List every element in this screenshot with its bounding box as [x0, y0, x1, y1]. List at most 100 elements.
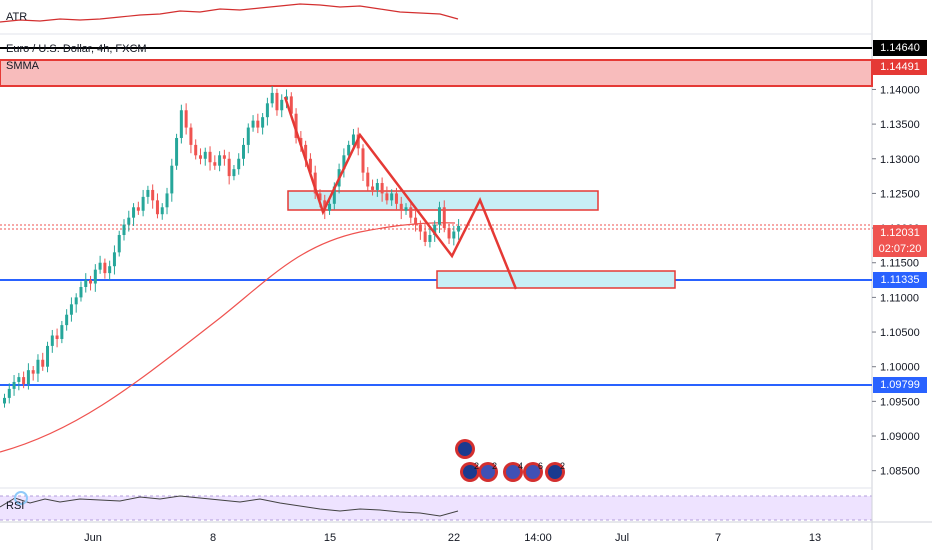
y-tick-label: 1.12500	[880, 188, 920, 200]
candle-body	[399, 203, 403, 211]
calendar-events[interactable]: 2 2 4 6 2	[455, 439, 565, 482]
candle-body	[41, 359, 45, 367]
countdown-tag: 02:07:20	[873, 241, 927, 257]
smma-label[interactable]: SMMA	[6, 60, 39, 72]
candle-body	[394, 193, 398, 204]
x-tick-label: 15	[324, 532, 336, 544]
candle-body	[232, 169, 236, 177]
rsi-label[interactable]: RSI	[6, 500, 25, 512]
candle-body	[165, 193, 169, 208]
event-us-4-icon[interactable]: 4	[503, 461, 523, 482]
smma-line	[0, 222, 456, 453]
candle-body	[141, 196, 145, 211]
candle-body	[437, 207, 441, 225]
x-tick-label: 13	[809, 532, 821, 544]
candle-body	[17, 377, 21, 382]
candle-body	[103, 262, 107, 274]
candle-body	[160, 207, 164, 215]
candle-body	[442, 207, 446, 229]
candle-body	[108, 266, 112, 274]
candle-body	[414, 217, 418, 225]
rsi-line	[0, 495, 459, 517]
x-tick-label: 14:00	[524, 532, 552, 544]
candle-body	[409, 207, 413, 218]
candle-body	[179, 110, 183, 138]
y-tick-label: 1.13500	[880, 119, 920, 131]
red-level-tag: 1.14491	[873, 59, 927, 75]
candle-body	[261, 117, 265, 128]
candle-body	[452, 231, 456, 239]
candle-body	[433, 224, 437, 236]
candle-body	[127, 217, 131, 225]
candles-group	[3, 85, 461, 408]
candle-body	[69, 304, 73, 315]
demand-zone[interactable]	[436, 270, 676, 289]
atr-label[interactable]: ATR	[6, 11, 28, 23]
candle-body	[457, 225, 461, 232]
y-tick-label: 1.14000	[880, 84, 920, 96]
y-tick-label: 1.13000	[880, 154, 920, 166]
x-tick-label: 7	[715, 532, 721, 544]
candle-body	[213, 162, 217, 166]
y-tick-label: 1.10500	[880, 327, 920, 339]
y-tick-label: 1.09500	[880, 396, 920, 408]
x-axis: Jun 8 15 22 14:00 Jul 7 13	[84, 532, 821, 544]
candle-body	[151, 189, 155, 201]
candle-body	[175, 137, 179, 166]
candle-body	[289, 96, 293, 114]
candle-body	[184, 110, 188, 128]
candle-body	[98, 262, 102, 270]
candle-body	[50, 335, 54, 346]
candle-body	[256, 120, 260, 128]
candle-body	[146, 189, 150, 197]
event-count-1: 2	[474, 461, 479, 471]
last-price-tag: 1.12031	[873, 225, 927, 241]
candle-body	[294, 113, 298, 138]
candle-body	[361, 148, 365, 173]
event-count-2: 2	[492, 461, 497, 471]
resistance-zone	[0, 59, 873, 87]
candle-body	[385, 193, 389, 201]
candle-body	[251, 120, 255, 128]
candle-body	[390, 193, 394, 201]
candle-body	[22, 377, 26, 385]
candle-body	[198, 155, 202, 159]
candle-body	[371, 186, 375, 190]
event-eu-icon[interactable]	[455, 439, 475, 459]
event-count-4: 6	[538, 461, 543, 471]
event-eu-3-icon[interactable]: 2	[545, 461, 565, 482]
blue-level-2-tag: 1.09799	[873, 377, 927, 393]
event-count-5: 2	[560, 461, 565, 471]
candle-body	[79, 286, 83, 298]
symbol-label[interactable]: Euro / U.S. Dollar, 4h, FXCM	[6, 43, 147, 55]
candle-body	[74, 297, 78, 305]
candle-body	[222, 155, 226, 159]
candle-body	[404, 207, 408, 211]
event-eu-2-icon[interactable]: 2	[460, 461, 480, 482]
event-us-2-icon[interactable]: 2	[478, 461, 498, 482]
y-tick-label: 1.11000	[880, 292, 919, 304]
candle-body	[36, 359, 40, 374]
candle-body	[275, 92, 279, 111]
candle-body	[46, 345, 50, 367]
event-us-6-icon[interactable]: 6	[523, 461, 543, 482]
candle-body	[65, 314, 69, 326]
candle-body	[7, 388, 11, 398]
candle-body	[423, 231, 427, 242]
candle-body	[132, 207, 136, 218]
candle-body	[313, 172, 317, 194]
candle-body	[122, 224, 126, 236]
candle-body	[93, 269, 97, 284]
projection-path[interactable]	[283, 96, 518, 290]
x-tick-label: Jun	[84, 532, 102, 544]
x-tick-label: 22	[448, 532, 460, 544]
rsi-settings-icon[interactable]	[14, 491, 28, 505]
candle-body	[218, 155, 222, 166]
candle-body	[208, 151, 212, 163]
candle-body	[242, 144, 245, 159]
y-tick-label: 1.11500	[880, 258, 919, 270]
candle-body	[351, 134, 355, 145]
candle-body	[265, 103, 269, 118]
